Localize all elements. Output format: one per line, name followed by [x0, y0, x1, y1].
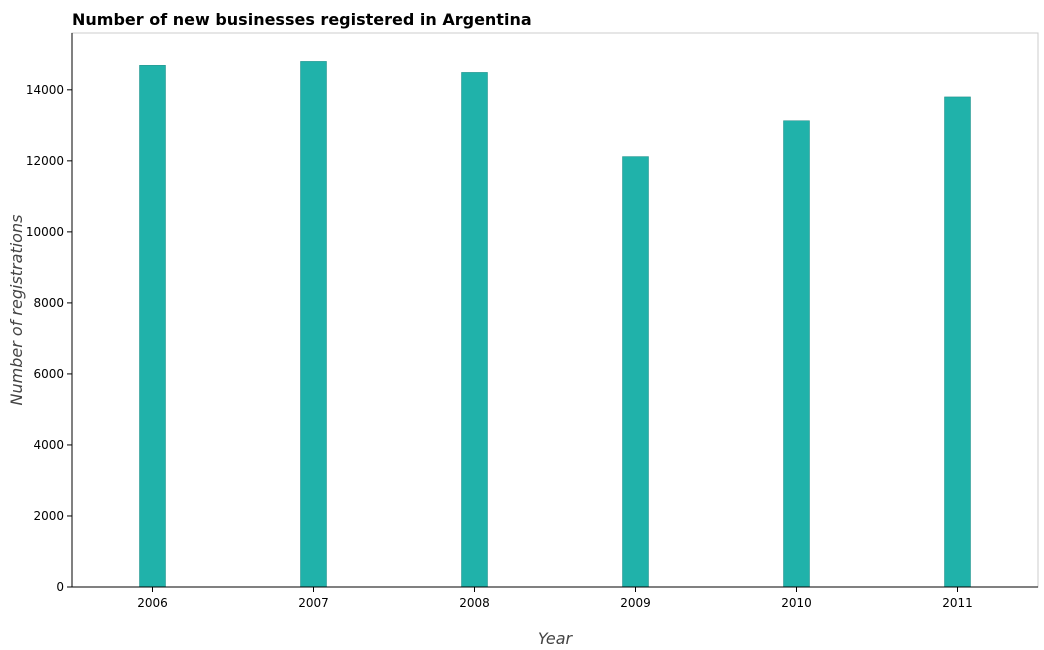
bar-2006	[139, 65, 166, 588]
x-tick-label: 2008	[459, 596, 490, 610]
y-tick-label: 6000	[33, 367, 64, 381]
bar-2009	[622, 156, 649, 588]
y-axis: 0 2000 4000 6000 8000 10000 12000 14000	[26, 33, 73, 594]
bar-2011	[944, 96, 971, 588]
bar-2008	[461, 72, 488, 588]
y-tick-label: 8000	[33, 296, 64, 310]
x-tick-label: 2007	[298, 596, 329, 610]
y-tick-label: 4000	[33, 438, 64, 452]
bars-group	[139, 61, 971, 588]
plot-area	[71, 32, 1039, 588]
y-tick-label: 2000	[33, 509, 64, 523]
x-tick-label: 2010	[781, 596, 812, 610]
y-tick-label: 0	[56, 580, 64, 594]
y-tick-label: 10000	[26, 225, 64, 239]
y-axis-label: Number of registrations	[7, 215, 26, 406]
x-tick-label: 2009	[620, 596, 651, 610]
x-axis-label: Year	[538, 629, 574, 648]
y-tick-label: 12000	[26, 154, 64, 168]
x-axis: 2006 2007 2008 2009 2010 2011	[72, 586, 1038, 610]
y-tick-label: 14000	[26, 83, 64, 97]
bar-2007	[300, 61, 327, 588]
x-tick-label: 2006	[137, 596, 168, 610]
x-tick-label: 2011	[942, 596, 973, 610]
chart-title: Number of new businesses registered in A…	[72, 10, 532, 29]
bar-2010	[783, 120, 810, 588]
